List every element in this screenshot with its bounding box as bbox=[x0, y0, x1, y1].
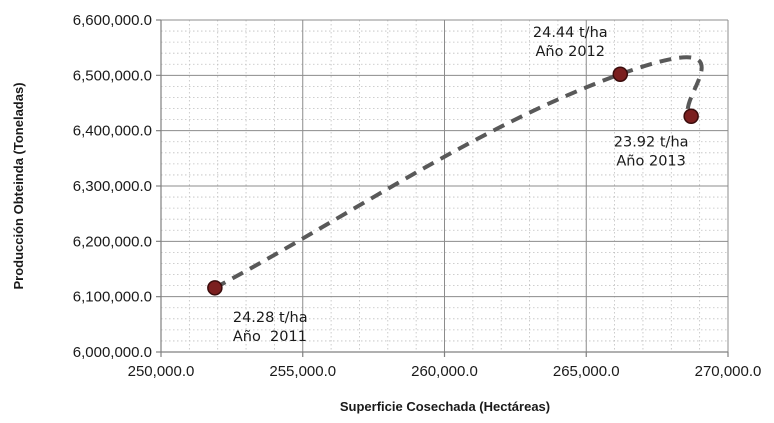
data-point-3 bbox=[683, 108, 699, 125]
x-tick-label: 265,000.0 bbox=[553, 363, 620, 380]
point-label-year: Año 2011 bbox=[233, 329, 307, 345]
y-tick-label: 6,000,000.0 bbox=[73, 344, 152, 361]
axes bbox=[156, 19, 729, 357]
x-tick-label: 250,000.0 bbox=[128, 363, 195, 380]
x-axis-title: Superficie Cosechada (Hectáreas) bbox=[340, 399, 550, 414]
y-tick-label: 6,400,000.0 bbox=[73, 123, 152, 140]
data-points bbox=[207, 66, 699, 296]
y-axis-tick-labels: 6,000,000.0 6,100,000.0 6,200,000.0 6,300,0… bbox=[73, 12, 152, 361]
x-tick-label: 270,000.0 bbox=[695, 363, 762, 380]
y-axis-title: Producción Obteinda (Toneladas) bbox=[11, 82, 26, 289]
major-gridlines bbox=[161, 19, 729, 352]
y-tick-label: 6,300,000.0 bbox=[73, 178, 152, 195]
x-tick-label: 260,000.0 bbox=[411, 363, 478, 380]
point-label-year: Año 2013 bbox=[616, 153, 686, 169]
point-label-year: Año 2012 bbox=[536, 44, 606, 60]
y-tick-label: 6,200,000.0 bbox=[73, 233, 152, 250]
y-tick-label: 6,500,000.0 bbox=[73, 67, 152, 84]
data-point-2 bbox=[612, 66, 629, 82]
x-axis-tick-labels: 250,000.0 255,000.0 260,000.0 265,000.0 270,… bbox=[128, 363, 762, 380]
series-line bbox=[213, 55, 704, 290]
point-label-rate: 24.44 t/ha bbox=[533, 25, 608, 41]
data-point-1 bbox=[207, 280, 223, 296]
point-label-rate: 23.92 t/ha bbox=[614, 134, 689, 150]
point-annotations: 24.28 t/ha Año 2011 24.44 t/ha Año 2012 23.9… bbox=[233, 25, 689, 345]
x-tick-label: 255,000.0 bbox=[269, 363, 336, 380]
point-label-rate: 24.28 t/ha bbox=[233, 310, 308, 326]
y-tick-label: 6,100,000.0 bbox=[73, 289, 152, 306]
y-tick-label: 6,600,000.0 bbox=[73, 12, 152, 29]
